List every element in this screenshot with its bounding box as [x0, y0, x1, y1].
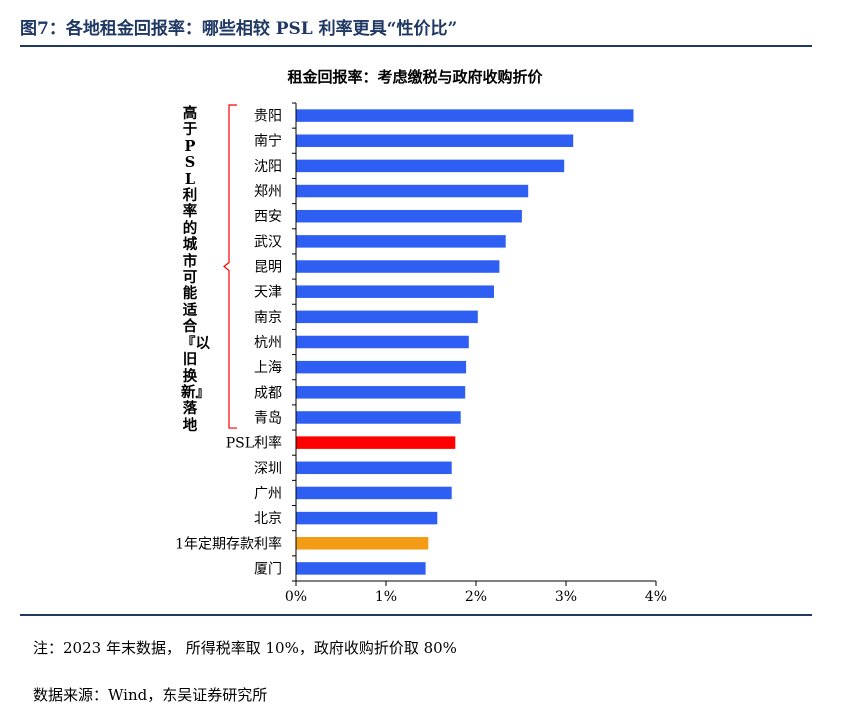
bar-武汉 — [296, 235, 506, 248]
x-axis: 0% 1% 2% 3% 4% — [285, 102, 667, 605]
chart-title: 租金回报率：考虑缴税与政府收购折价 — [287, 68, 543, 86]
data-source: 数据来源：Wind，东吴证券研究所 — [33, 686, 268, 704]
bottom-rule — [20, 614, 812, 616]
bar-沈阳 — [296, 159, 565, 173]
bar-贵阳 — [296, 109, 634, 122]
category-label: 郑州 — [254, 184, 282, 200]
bar-北京 — [296, 511, 438, 525]
category-label: 北京 — [254, 511, 282, 527]
category-label: 贵阳 — [254, 109, 282, 125]
category-label: PSL利率 — [226, 435, 282, 452]
category-label: 南宁 — [254, 133, 282, 150]
category-label: 昆明 — [254, 260, 282, 276]
top-rule — [20, 45, 812, 47]
bar-厦门 — [296, 562, 426, 575]
category-label: 成都 — [254, 385, 282, 401]
category-label: 1年定期存款利率 — [175, 535, 282, 552]
category-label: 沈阳 — [254, 159, 282, 175]
category-label: 青岛 — [254, 410, 282, 426]
footnote: 注：2023 年末数据， 所得税率取 10%，政府收购折价取 80% — [33, 639, 457, 657]
figure-title: 图7：各地租金回报率：哪些相较 PSL 利率更具“性价比” — [20, 19, 458, 39]
bar-昆明 — [296, 260, 500, 273]
category-label: 西安 — [254, 209, 282, 225]
category-label: 杭州 — [254, 335, 282, 351]
bar-PSL利率 — [296, 436, 456, 449]
annotation-bracket — [223, 104, 237, 429]
category-label: 南京 — [254, 310, 282, 326]
bar-深圳 — [296, 461, 452, 475]
bar-杭州 — [296, 335, 469, 349]
x-tick-label: 1% — [375, 589, 397, 605]
category-label: 厦门 — [254, 561, 282, 577]
bar-chart: 租金回报率：考虑缴税与政府收购折价 贵阳南宁沈阳郑州西安武汉昆明天津南京杭州上海… — [175, 68, 667, 605]
x-tick-label: 3% — [555, 589, 577, 605]
annotation-vertical-text: 高于PSL利率的城市可能适合『以旧换新』落地 — [181, 105, 210, 434]
bar-郑州 — [296, 184, 529, 198]
bar-青岛 — [296, 411, 461, 424]
bars-group — [296, 109, 634, 575]
bar-广州 — [296, 486, 452, 500]
x-tick-label: 0% — [285, 589, 307, 605]
bar-上海 — [296, 360, 467, 374]
bar-1年定期存款利率 — [296, 537, 429, 550]
category-label: 深圳 — [254, 461, 282, 477]
bar-成都 — [296, 386, 466, 399]
category-label: 天津 — [254, 285, 282, 301]
x-tick-label: 2% — [465, 589, 487, 605]
category-label: 广州 — [254, 486, 282, 502]
bracket-line — [223, 104, 237, 429]
category-label: 上海 — [254, 360, 282, 376]
category-label: 武汉 — [254, 234, 282, 250]
bar-南京 — [296, 310, 478, 324]
bar-西安 — [296, 209, 522, 223]
x-tick-label: 4% — [645, 589, 667, 605]
bar-南宁 — [296, 134, 574, 147]
bar-天津 — [296, 285, 494, 298]
